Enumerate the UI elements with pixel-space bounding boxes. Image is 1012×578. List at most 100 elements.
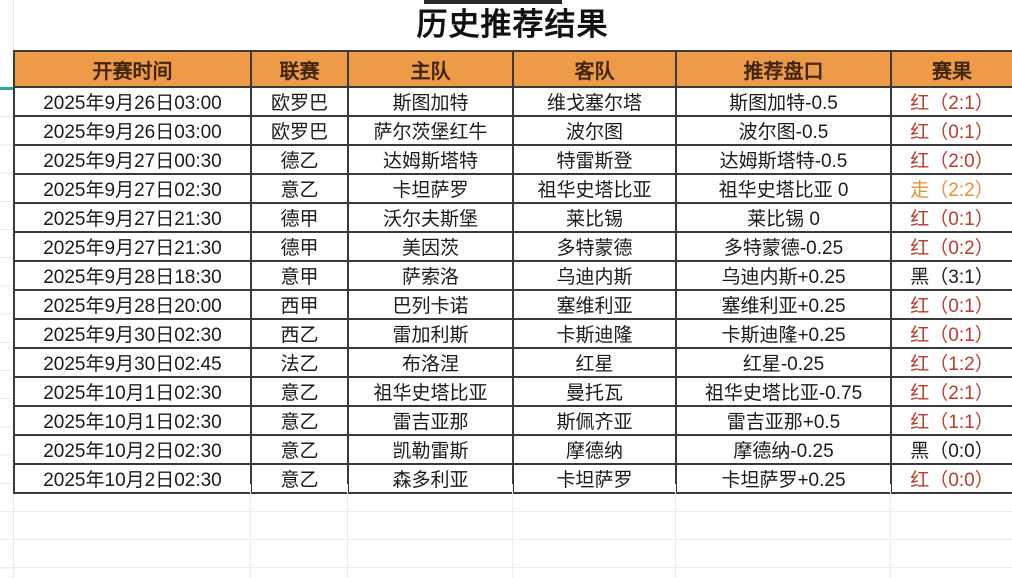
cell-start-time[interactable]: 2025年9月28日18:30 xyxy=(13,260,252,291)
cell-start-time[interactable]: 2025年9月28日20:00 xyxy=(13,289,252,320)
cell-home-team[interactable]: 雷吉亚那 xyxy=(347,405,514,436)
cell-result[interactable]: 走（2:2） xyxy=(890,173,1012,204)
cell-away-team[interactable]: 多特蒙德 xyxy=(512,231,677,262)
cell-start-time[interactable]: 2025年9月27日00:30 xyxy=(13,144,252,175)
cell-handicap[interactable]: 雷吉亚那+0.5 xyxy=(675,405,892,436)
cell-result[interactable]: 红（0:2） xyxy=(890,231,1012,262)
header-cell-handicap[interactable]: 推荐盘口 xyxy=(675,50,892,88)
cell-start-time[interactable]: 2025年10月2日02:30 xyxy=(13,463,252,494)
cell-start-time[interactable]: 2025年9月30日02:30 xyxy=(13,318,252,349)
cell-league[interactable]: 西甲 xyxy=(250,289,349,320)
cell-handicap[interactable]: 波尔图-0.5 xyxy=(675,115,892,146)
cell-start-time[interactable]: 2025年9月26日03:00 xyxy=(13,86,252,117)
cell-home-team[interactable]: 布洛涅 xyxy=(347,347,514,378)
cell-away-team[interactable]: 波尔图 xyxy=(512,115,677,146)
cell-result[interactable]: 红（2:1） xyxy=(890,376,1012,407)
cell-result[interactable]: 红（0:1） xyxy=(890,289,1012,320)
cell-away-team[interactable]: 斯佩齐亚 xyxy=(512,405,677,436)
header-cell-league[interactable]: 联赛 xyxy=(250,50,349,88)
cell-home-team[interactable]: 巴列卡诺 xyxy=(347,289,514,320)
cell-handicap[interactable]: 红星-0.25 xyxy=(675,347,892,378)
table-row: 2025年10月1日02:30 意乙 雷吉亚那 斯佩齐亚 雷吉亚那+0.5 红（… xyxy=(13,405,1012,436)
cell-handicap[interactable]: 祖华史塔比亚-0.75 xyxy=(675,376,892,407)
cell-home-team[interactable]: 斯图加特 xyxy=(347,86,514,117)
cell-league[interactable]: 意乙 xyxy=(250,405,349,436)
cell-away-team[interactable]: 维戈塞尔塔 xyxy=(512,86,677,117)
cell-away-team[interactable]: 红星 xyxy=(512,347,677,378)
cell-handicap[interactable]: 斯图加特-0.5 xyxy=(675,86,892,117)
cell-league[interactable]: 意乙 xyxy=(250,173,349,204)
cell-start-time[interactable]: 2025年10月2日02:30 xyxy=(13,434,252,465)
cell-league[interactable]: 西乙 xyxy=(250,318,349,349)
cell-home-team[interactable]: 森多利亚 xyxy=(347,463,514,494)
cell-handicap[interactable]: 祖华史塔比亚 0 xyxy=(675,173,892,204)
cell-handicap[interactable]: 摩德纳-0.25 xyxy=(675,434,892,465)
header-cell-result[interactable]: 赛果 xyxy=(890,50,1012,88)
cell-result[interactable]: 红（0:1） xyxy=(890,202,1012,233)
cell-away-team[interactable]: 塞维利亚 xyxy=(512,289,677,320)
cell-away-team[interactable]: 曼托瓦 xyxy=(512,376,677,407)
gridline-col xyxy=(512,484,513,578)
cell-result[interactable]: 黑（3:1） xyxy=(890,260,1012,291)
cell-league[interactable]: 意甲 xyxy=(250,260,349,291)
table-row: 2025年10月1日02:30 意乙 祖华史塔比亚 曼托瓦 祖华史塔比亚-0.7… xyxy=(13,376,1012,407)
cell-league[interactable]: 意乙 xyxy=(250,463,349,494)
cell-result[interactable]: 黑（0:0） xyxy=(890,434,1012,465)
cell-league[interactable]: 法乙 xyxy=(250,347,349,378)
table-row: 2025年10月2日02:30 意乙 凯勒雷斯 摩德纳 摩德纳-0.25 黑（0… xyxy=(13,434,1012,465)
cell-away-team[interactable]: 祖华史塔比亚 xyxy=(512,173,677,204)
cell-start-time[interactable]: 2025年9月27日02:30 xyxy=(13,173,252,204)
cell-league[interactable]: 德甲 xyxy=(250,202,349,233)
cell-home-team[interactable]: 达姆斯塔特 xyxy=(347,144,514,175)
cell-away-team[interactable]: 卡斯迪隆 xyxy=(512,318,677,349)
cell-league[interactable]: 欧罗巴 xyxy=(250,86,349,117)
cell-handicap[interactable]: 塞维利亚+0.25 xyxy=(675,289,892,320)
cell-start-time[interactable]: 2025年9月27日21:30 xyxy=(13,231,252,262)
cell-start-time[interactable]: 2025年10月1日02:30 xyxy=(13,405,252,436)
cell-handicap[interactable]: 卡斯迪隆+0.25 xyxy=(675,318,892,349)
cell-handicap[interactable]: 卡坦萨罗+0.25 xyxy=(675,463,892,494)
table-row: 2025年9月26日03:00 欧罗巴 斯图加特 维戈塞尔塔 斯图加特-0.5 … xyxy=(13,86,1012,117)
cell-handicap[interactable]: 多特蒙德-0.25 xyxy=(675,231,892,262)
cell-handicap[interactable]: 乌迪内斯+0.25 xyxy=(675,260,892,291)
cell-league[interactable]: 德甲 xyxy=(250,231,349,262)
cell-home-team[interactable]: 凯勒雷斯 xyxy=(347,434,514,465)
cutoff-content-bar xyxy=(424,0,562,4)
cell-home-team[interactable]: 萨尔茨堡红牛 xyxy=(347,115,514,146)
cell-home-team[interactable]: 萨索洛 xyxy=(347,260,514,291)
table-row: 2025年9月27日21:30 德甲 沃尔夫斯堡 莱比锡 莱比锡 0 红（0:1… xyxy=(13,202,1012,233)
cell-home-team[interactable]: 雷加利斯 xyxy=(347,318,514,349)
cell-away-team[interactable]: 卡坦萨罗 xyxy=(512,463,677,494)
cell-start-time[interactable]: 2025年9月27日21:30 xyxy=(13,202,252,233)
cell-result[interactable]: 红（1:1） xyxy=(890,405,1012,436)
cell-result[interactable]: 红（2:0） xyxy=(890,144,1012,175)
cell-start-time[interactable]: 2025年9月26日03:00 xyxy=(13,115,252,146)
cell-home-team[interactable]: 祖华史塔比亚 xyxy=(347,376,514,407)
cell-result[interactable]: 红（2:1） xyxy=(890,86,1012,117)
cell-handicap[interactable]: 达姆斯塔特-0.5 xyxy=(675,144,892,175)
cell-handicap[interactable]: 莱比锡 0 xyxy=(675,202,892,233)
cell-home-team[interactable]: 沃尔夫斯堡 xyxy=(347,202,514,233)
cell-away-team[interactable]: 特雷斯登 xyxy=(512,144,677,175)
cell-start-time[interactable]: 2025年10月1日02:30 xyxy=(13,376,252,407)
cell-away-team[interactable]: 摩德纳 xyxy=(512,434,677,465)
cell-league[interactable]: 意乙 xyxy=(250,376,349,407)
cell-home-team[interactable]: 美因茨 xyxy=(347,231,514,262)
header-cell-home-team[interactable]: 主队 xyxy=(347,50,514,88)
cell-league[interactable]: 德乙 xyxy=(250,144,349,175)
cell-result[interactable]: 红（1:2） xyxy=(890,347,1012,378)
cell-result[interactable]: 红（0:1） xyxy=(890,115,1012,146)
cell-league[interactable]: 意乙 xyxy=(250,434,349,465)
gridlines-left-strip xyxy=(0,88,13,578)
cell-result[interactable]: 红（0:1） xyxy=(890,318,1012,349)
cell-result[interactable]: 红（0:0） xyxy=(890,463,1012,494)
cell-start-time[interactable]: 2025年9月30日02:45 xyxy=(13,347,252,378)
header-row: 开赛时间 联赛 主队 客队 推荐盘口 赛果 xyxy=(13,50,1012,88)
header-cell-away-team[interactable]: 客队 xyxy=(512,50,677,88)
cell-away-team[interactable]: 莱比锡 xyxy=(512,202,677,233)
cell-home-team[interactable]: 卡坦萨罗 xyxy=(347,173,514,204)
cell-away-team[interactable]: 乌迪内斯 xyxy=(512,260,677,291)
header-cell-start-time[interactable]: 开赛时间 xyxy=(13,50,252,88)
cell-league[interactable]: 欧罗巴 xyxy=(250,115,349,146)
